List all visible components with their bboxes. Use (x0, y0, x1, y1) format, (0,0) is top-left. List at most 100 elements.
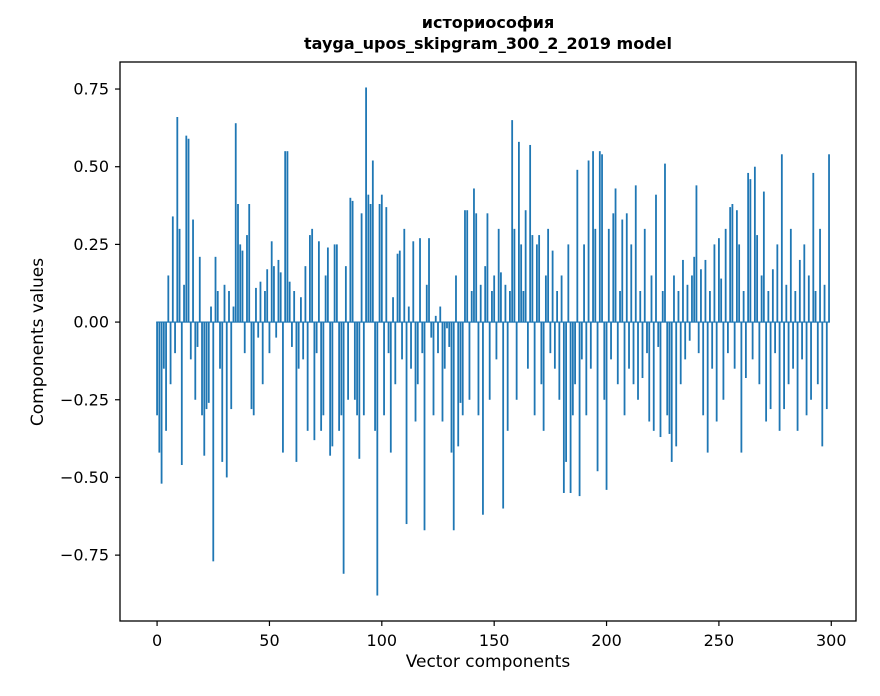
bar (335, 244, 338, 323)
bar (344, 266, 347, 323)
bar (407, 306, 410, 323)
x-tick-label: 200 (591, 631, 622, 650)
bar (776, 244, 779, 323)
bar (540, 322, 543, 385)
bar (639, 291, 642, 323)
bar (165, 322, 167, 431)
bar (437, 322, 439, 354)
bar (468, 322, 471, 400)
bar (780, 154, 783, 323)
bar (207, 322, 210, 403)
bar (511, 120, 514, 323)
bar (587, 160, 590, 323)
bar (549, 322, 552, 354)
bar (756, 235, 759, 323)
bar (616, 322, 619, 385)
bar (641, 322, 644, 379)
bar (203, 322, 206, 456)
bar (232, 306, 235, 323)
bar (331, 322, 334, 447)
bar (789, 228, 792, 323)
bar (598, 151, 601, 323)
bar (158, 322, 161, 453)
bar (825, 322, 828, 410)
bar (592, 151, 594, 323)
bar (758, 322, 761, 385)
bar (464, 210, 466, 323)
x-tick-label: 300 (816, 631, 847, 650)
bar (255, 287, 257, 323)
bar (309, 235, 311, 323)
bar (304, 266, 307, 323)
bar (423, 322, 426, 531)
bar (225, 322, 228, 478)
bar (457, 322, 460, 447)
bar (405, 322, 408, 525)
bar (214, 256, 217, 323)
bar (801, 322, 803, 360)
bar (744, 322, 747, 379)
bar (439, 306, 442, 323)
bar (421, 322, 424, 354)
bar (634, 185, 637, 323)
x-tick-label: 50 (259, 631, 279, 650)
bar (504, 284, 507, 323)
bar (574, 322, 576, 385)
bar (302, 322, 305, 360)
bar (605, 322, 608, 490)
bar (387, 322, 390, 354)
bar (753, 166, 756, 323)
x-tick-label: 150 (479, 631, 510, 650)
bar (389, 322, 392, 453)
bar (356, 322, 358, 416)
bar (814, 291, 817, 323)
bar (338, 322, 341, 431)
bar (313, 322, 316, 441)
bar (493, 275, 496, 323)
bar (234, 123, 237, 323)
bar (189, 322, 192, 360)
bar (531, 235, 534, 323)
x-tick-label: 100 (367, 631, 398, 650)
bar (210, 306, 212, 323)
bar (585, 322, 588, 416)
bar (171, 216, 174, 323)
bar (661, 291, 664, 323)
bar (724, 228, 727, 323)
bar (311, 228, 314, 323)
bar (567, 244, 570, 323)
bar (747, 172, 750, 323)
bar (500, 272, 502, 323)
bar (230, 322, 233, 410)
bar (533, 322, 536, 416)
bar (486, 213, 489, 323)
bar (360, 213, 363, 323)
bar (607, 228, 610, 323)
bar (670, 322, 673, 462)
bar (816, 322, 819, 385)
bar (477, 322, 480, 416)
bar (432, 322, 435, 416)
bar (522, 291, 525, 323)
bar (704, 259, 707, 323)
bar (576, 169, 579, 323)
bar (819, 228, 821, 323)
bar (580, 322, 583, 360)
bar (385, 207, 388, 323)
bar (264, 291, 266, 323)
bar (425, 284, 428, 323)
bar (547, 228, 550, 323)
bar (300, 297, 302, 323)
bar (326, 247, 329, 323)
bar (403, 228, 406, 323)
bar (497, 228, 500, 323)
bar (282, 322, 284, 453)
bar (466, 210, 469, 323)
x-axis-label: Vector components (405, 652, 571, 672)
bar (216, 291, 219, 323)
bar (535, 244, 538, 323)
bar (288, 281, 291, 323)
bar (720, 278, 723, 323)
bar (735, 210, 738, 323)
